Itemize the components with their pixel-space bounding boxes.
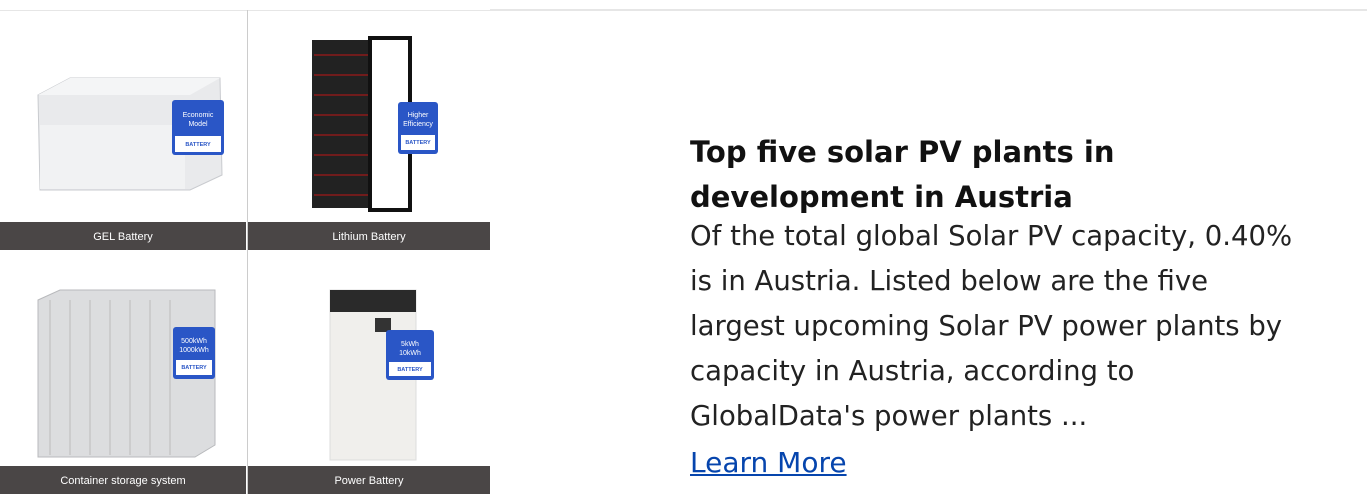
badge-tag: BATTERY xyxy=(397,367,423,373)
product-card[interactable]: 5kWh 10kWh BATTERY Power Battery xyxy=(248,290,490,494)
product-grid: Economic Model BATTERY GEL Battery Highe… xyxy=(0,0,490,496)
badge-text: 10kWh xyxy=(399,350,421,357)
badge-text: Higher xyxy=(408,112,429,119)
badge-text: 1000kWh xyxy=(179,347,209,354)
caption: GEL Battery xyxy=(93,231,153,243)
badge-text: Economic xyxy=(183,112,214,119)
product-card[interactable]: 500kWh 1000kWh BATTERY Container storage… xyxy=(0,290,246,494)
caption: Container storage system xyxy=(60,475,185,487)
article-title: Top five solar PV plants in development … xyxy=(690,130,1250,220)
badge-tag: BATTERY xyxy=(405,140,431,146)
badge-tag: BATTERY xyxy=(181,365,207,371)
badge-text: 5kWh xyxy=(401,341,419,348)
page: Economic Model BATTERY GEL Battery Highe… xyxy=(0,0,1367,496)
article-body: Of the total global Solar PV capacity, 0… xyxy=(690,214,1300,439)
product-card[interactable]: Economic Model BATTERY GEL Battery xyxy=(0,11,246,250)
badge-tag: BATTERY xyxy=(185,142,211,148)
divider xyxy=(490,9,1367,11)
badge-text: 500kWh xyxy=(181,338,207,345)
caption: Lithium Battery xyxy=(332,231,406,243)
caption: Power Battery xyxy=(334,475,404,487)
learn-more-link[interactable]: Learn More xyxy=(690,440,847,485)
product-card[interactable]: Higher Efficiency BATTERY Lithium Batter… xyxy=(248,38,490,250)
badge-text: Model xyxy=(188,121,208,128)
badge-text: Efficiency xyxy=(403,121,433,128)
